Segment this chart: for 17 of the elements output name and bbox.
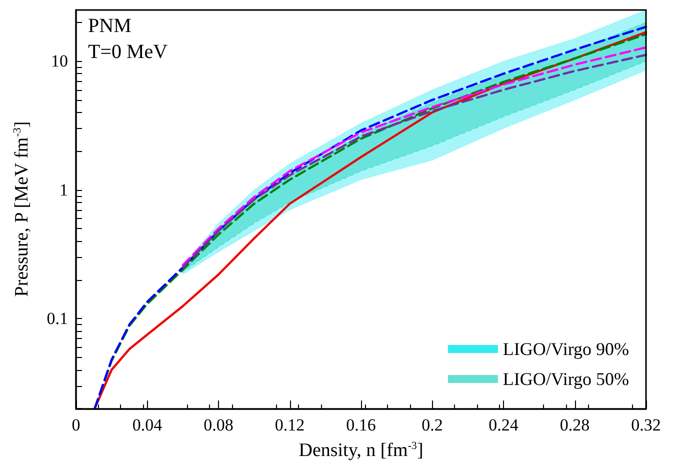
x-tick-label: 0.16 — [346, 416, 376, 434]
x-tick-label: 0.12 — [274, 416, 305, 434]
x-tick-label: 0.24 — [488, 416, 519, 434]
y-tick-label: 10 — [51, 52, 68, 71]
x-tick-label: 0.2 — [422, 416, 443, 434]
x-tick-label: 0 — [72, 416, 80, 434]
x-tick-label: 0.08 — [204, 416, 234, 434]
x-tick-label: 0.04 — [132, 416, 163, 434]
y-tick-label: 1 — [60, 180, 68, 200]
x-tick-label: 0.32 — [631, 416, 661, 434]
y-tick-label: 0.1 — [46, 309, 68, 328]
x-tick-label: 0.28 — [560, 416, 590, 434]
y-axis-title: Pressure, P [MeV fm-3] — [12, 121, 32, 297]
legend-label: LIGO/Virgo 50% — [502, 369, 630, 389]
annotation: PNM — [88, 15, 132, 37]
legend-label: LIGO/Virgo 90% — [502, 339, 630, 359]
annotation: T=0 MeV — [88, 41, 168, 63]
